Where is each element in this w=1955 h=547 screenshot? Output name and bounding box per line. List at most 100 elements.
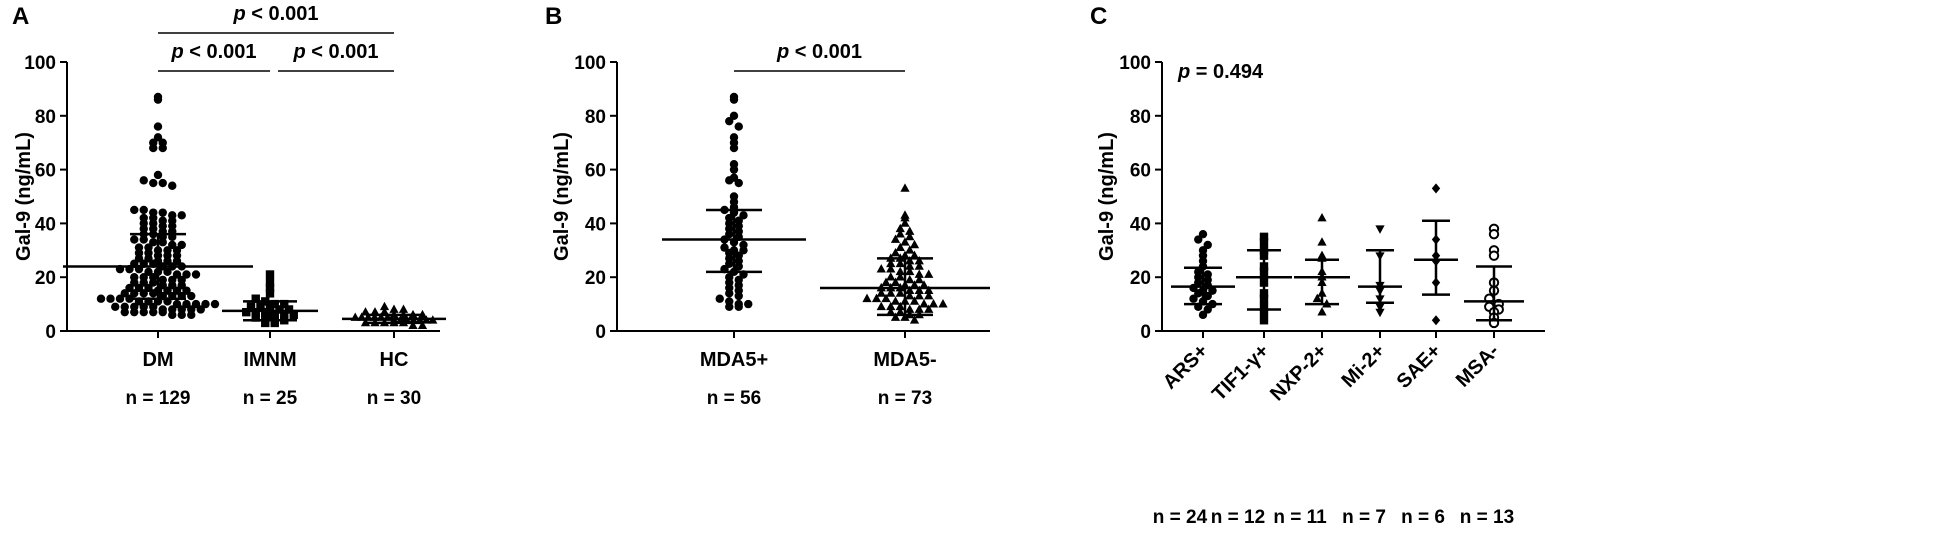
data-point xyxy=(275,305,284,314)
y-tick-label: 40 xyxy=(1130,214,1151,235)
y-tick-label: 60 xyxy=(585,161,606,182)
n-label: n = 6 xyxy=(1401,507,1445,528)
data-point xyxy=(924,290,934,300)
data-point xyxy=(905,231,915,241)
data-point xyxy=(270,299,279,309)
data-point xyxy=(130,278,139,287)
y-axis-label: Gal-9 (ng/mL) xyxy=(551,132,573,261)
data-point xyxy=(886,258,896,268)
data-point xyxy=(153,122,163,131)
n-label: n = 129 xyxy=(126,388,191,409)
data-point xyxy=(876,301,886,311)
data-point xyxy=(909,280,920,289)
data-point xyxy=(149,143,158,153)
data-point xyxy=(890,312,901,321)
data-point xyxy=(1194,289,1203,298)
data-point xyxy=(725,289,734,298)
data-point xyxy=(729,111,739,121)
data-point xyxy=(1317,307,1327,316)
data-point xyxy=(919,280,929,289)
data-point xyxy=(144,283,153,293)
category-label: NXP-2+ xyxy=(1266,340,1331,405)
data-point xyxy=(182,286,191,295)
data-point xyxy=(111,302,120,311)
y-tick-label: 40 xyxy=(585,214,606,235)
data-point xyxy=(886,264,896,273)
data-point xyxy=(895,229,905,238)
data-point xyxy=(265,278,275,287)
data-point xyxy=(895,272,905,281)
n-label: n = 73 xyxy=(878,388,932,409)
data-point xyxy=(261,318,270,328)
data-point xyxy=(924,304,934,313)
comparison-pvalue: p < 0.001 xyxy=(232,3,318,25)
data-point xyxy=(280,299,289,309)
data-point xyxy=(158,307,167,317)
data-point xyxy=(729,165,739,174)
data-point xyxy=(270,310,279,320)
data-point xyxy=(153,133,163,142)
comparison-pvalue: p < 0.001 xyxy=(170,41,256,63)
category-label: Mi-2+ xyxy=(1337,340,1389,392)
n-label: n = 13 xyxy=(1460,507,1514,528)
data-point xyxy=(139,176,148,185)
data-point xyxy=(139,278,148,287)
data-point xyxy=(909,239,920,249)
data-point xyxy=(909,250,920,260)
category-label: MSA- xyxy=(1452,340,1504,392)
data-point xyxy=(139,205,148,215)
category-label: IMNM xyxy=(243,349,296,371)
data-point xyxy=(149,307,158,317)
data-point xyxy=(158,143,167,153)
data-point xyxy=(187,291,196,301)
data-point xyxy=(289,310,298,320)
data-point xyxy=(744,299,753,309)
data-point xyxy=(158,238,167,247)
data-point xyxy=(895,258,905,268)
y-tick-label: 20 xyxy=(35,268,56,289)
data-point xyxy=(886,307,896,316)
data-point xyxy=(168,281,177,290)
data-point xyxy=(139,235,148,244)
data-point xyxy=(139,289,148,298)
data-point xyxy=(163,256,172,266)
y-tick-label: 80 xyxy=(35,107,56,128)
category-label: MDA5+ xyxy=(700,349,768,371)
data-point xyxy=(905,290,915,300)
data-point xyxy=(265,270,275,279)
data-point xyxy=(905,274,915,284)
data-point xyxy=(895,242,905,251)
data-point xyxy=(177,310,186,320)
data-point xyxy=(163,267,172,277)
data-point xyxy=(905,256,915,265)
data-point xyxy=(895,307,905,316)
data-point xyxy=(1198,310,1208,320)
data-point xyxy=(886,288,896,297)
group-hc: HC n = 30 xyxy=(342,301,446,409)
data-point xyxy=(191,299,201,309)
data-point xyxy=(734,178,743,188)
data-point xyxy=(905,226,915,235)
data-point xyxy=(130,307,139,317)
y-tick-label: 60 xyxy=(1130,161,1151,182)
y-tick-label: 80 xyxy=(585,107,606,128)
data-point xyxy=(909,296,920,305)
data-point xyxy=(149,238,158,247)
data-point xyxy=(280,310,289,320)
data-point xyxy=(734,122,743,131)
data-point xyxy=(251,307,260,317)
data-point xyxy=(270,318,279,328)
data-point xyxy=(177,240,186,250)
data-point xyxy=(914,304,924,313)
group-imnm: IMNM n = 25 xyxy=(222,270,318,409)
data-point xyxy=(895,266,905,276)
data-point xyxy=(890,277,901,286)
n-label: n = 12 xyxy=(1211,507,1265,528)
data-point xyxy=(924,269,934,278)
group-sae-: SAE+ n = 6 xyxy=(1393,183,1458,528)
data-point xyxy=(1431,315,1441,326)
data-point xyxy=(106,294,115,303)
data-point xyxy=(1375,303,1385,312)
data-point xyxy=(725,229,734,239)
